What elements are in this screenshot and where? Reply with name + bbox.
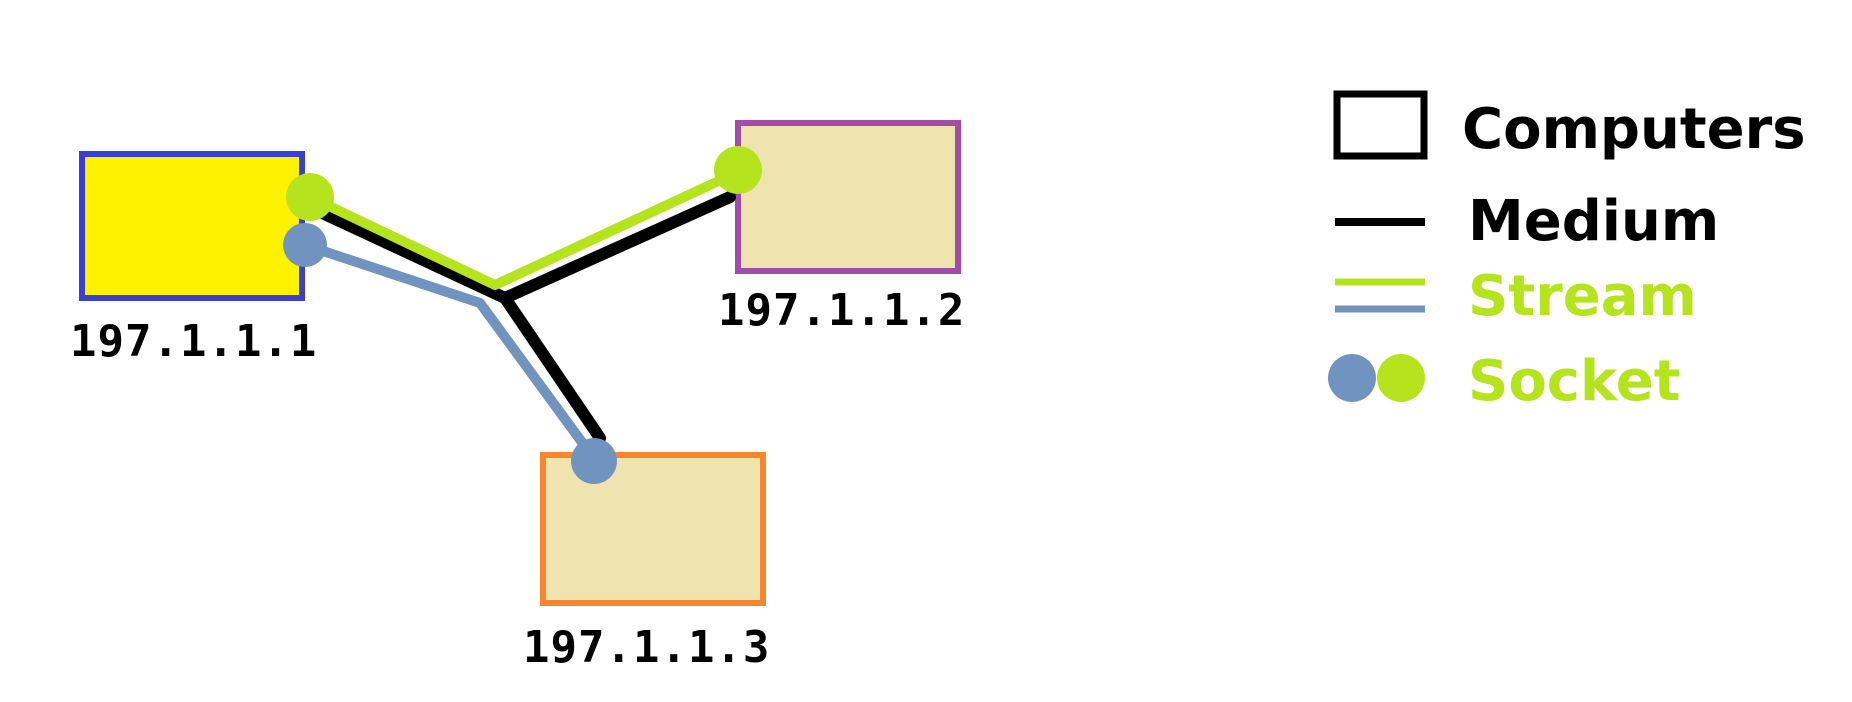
medium-cable — [299, 191, 736, 304]
legend-label-medium: Medium — [1468, 189, 1719, 254]
socket-blue-197-1-1-1 — [283, 223, 327, 267]
stream-green-1-to-2 — [305, 167, 743, 290]
socket-green-197-1-1-2 — [714, 146, 762, 194]
medium-cable-branch — [499, 292, 606, 444]
ip-label-197-1-1-2: 197.1.1.2 — [718, 285, 965, 336]
computer-197-1-1-1 — [79, 151, 305, 301]
socket-blue-197-1-1-3 — [571, 438, 617, 484]
legend: Computers Medium Stream Socket — [1328, 90, 1806, 414]
ip-label-197-1-1-3: 197.1.1.3 — [523, 622, 770, 673]
socket-green-197-1-1-1 — [286, 173, 334, 221]
two-dots-icon-green — [1377, 354, 1425, 402]
stream-blue-1-to-3 — [300, 240, 600, 465]
computer-197-1-1-2 — [735, 120, 961, 274]
legend-label-computers: Computers — [1462, 97, 1806, 162]
computer-197-1-1-3 — [540, 452, 766, 606]
ip-label-197-1-1-1: 197.1.1.1 — [70, 316, 317, 367]
legend-label-socket: Socket — [1468, 349, 1681, 414]
legend-label-stream: Stream — [1468, 264, 1697, 329]
rectangle-outline-icon — [1333, 90, 1428, 160]
two-dots-icon — [1328, 354, 1376, 402]
